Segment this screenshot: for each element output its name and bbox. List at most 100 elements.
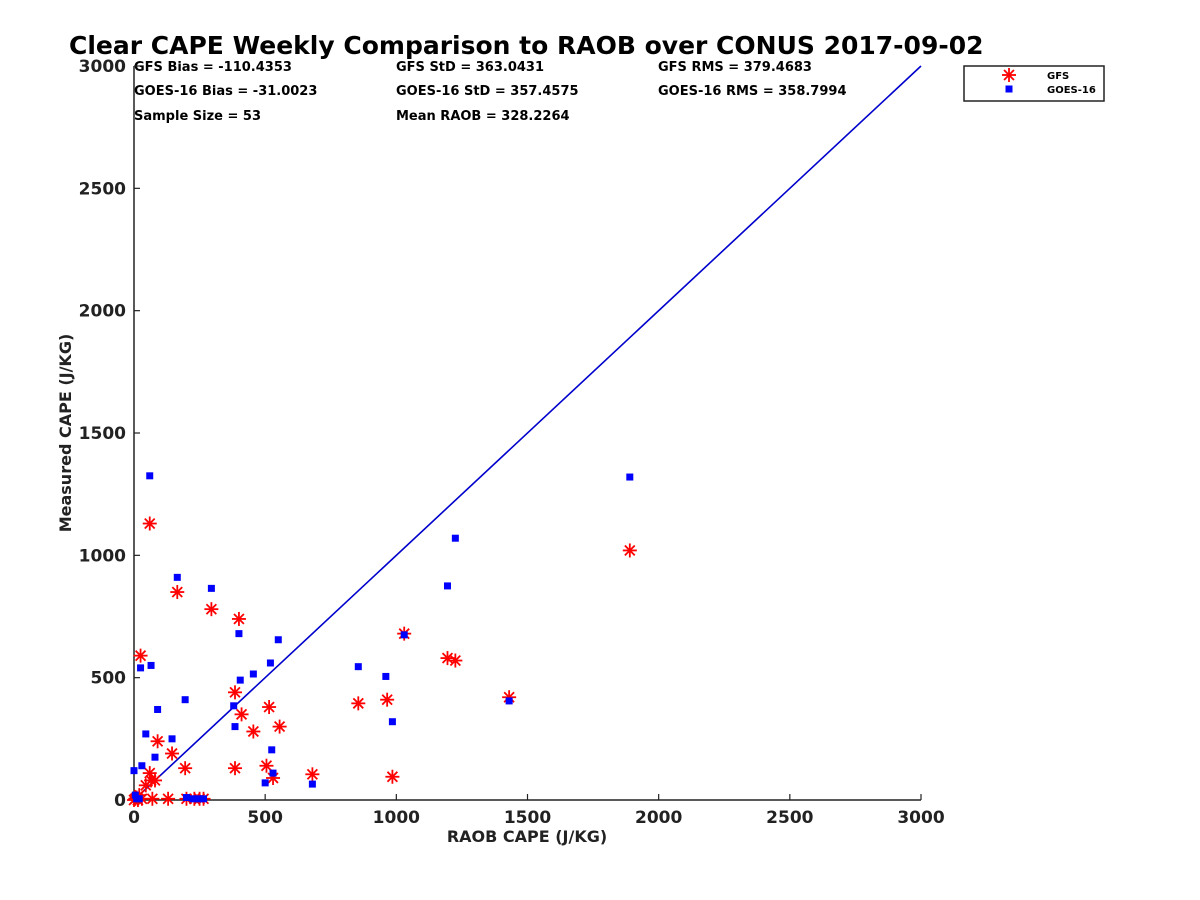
gfs-point xyxy=(246,724,261,739)
gfs-point xyxy=(204,602,219,617)
goes16-series xyxy=(130,472,634,803)
goes16-point xyxy=(138,762,146,770)
goes16-point xyxy=(268,746,276,754)
goes16-point xyxy=(235,630,243,638)
y-tick-label: 500 xyxy=(91,669,127,689)
goes16-point xyxy=(137,664,145,672)
gfs-point xyxy=(262,700,277,715)
x-tick-label: 2000 xyxy=(635,808,682,828)
goes16-point xyxy=(168,735,176,743)
goes16-point xyxy=(173,573,181,581)
gfs-point xyxy=(622,543,637,558)
gfs-point xyxy=(272,719,287,734)
gfs-point xyxy=(165,746,180,761)
goes16-point xyxy=(388,718,396,726)
goes16-point xyxy=(274,636,282,644)
goes16-point xyxy=(443,582,451,590)
gfs-point xyxy=(259,758,274,773)
gfs-point xyxy=(227,761,242,776)
goes16-point xyxy=(269,769,277,777)
goes16-point xyxy=(200,795,208,803)
one-to-one-line xyxy=(133,65,922,801)
y-tick-label: 0 xyxy=(114,791,126,811)
goes16-point xyxy=(135,795,143,803)
gfs-point xyxy=(133,648,148,663)
goes16-point xyxy=(130,767,138,775)
legend-box xyxy=(963,65,1105,102)
goes16-point xyxy=(249,670,257,678)
goes16-point xyxy=(400,631,408,639)
stat-mean-raob: Mean RAOB = 328.2264 xyxy=(396,109,570,124)
goes16-point xyxy=(146,472,154,480)
stat-goes16-std: GOES-16 StD = 357.4575 xyxy=(396,84,579,99)
goes16-point xyxy=(451,534,459,542)
legend-goes16-label: GOES-16 xyxy=(1047,85,1096,96)
y-axis-ticks: 0 500 1000 1500 2000 2500 3000 xyxy=(79,57,140,811)
goes16-point xyxy=(194,795,202,803)
y-tick-label: 1500 xyxy=(79,424,126,444)
gfs-point xyxy=(147,773,162,788)
goes16-point xyxy=(142,730,150,738)
stat-goes16-rms: GOES-16 RMS = 358.7994 xyxy=(658,84,847,99)
stat-gfs-bias: GFS Bias = -110.4353 xyxy=(134,60,292,75)
gfs-point xyxy=(170,585,185,600)
x-tick-label: 0 xyxy=(128,808,140,828)
legend-gfs-asterisk xyxy=(1002,68,1016,82)
y-tick-label: 1000 xyxy=(79,546,126,566)
goes16-point xyxy=(354,663,362,671)
goes16-point xyxy=(266,659,274,667)
x-tick-label: 500 xyxy=(247,808,283,828)
reference-line xyxy=(133,65,922,801)
x-tick-label: 2500 xyxy=(766,808,813,828)
goes16-point xyxy=(181,696,189,704)
gfs-series xyxy=(127,516,637,807)
gfs-point xyxy=(161,791,176,806)
legend: GFS GOES-16 xyxy=(963,65,1105,102)
legend-gfs-marker xyxy=(1002,68,1016,82)
y-axis-label: Measured CAPE (J/KG) xyxy=(56,334,75,533)
goes16-point xyxy=(231,723,239,731)
gfs-point xyxy=(305,767,320,782)
gfs-point xyxy=(227,685,242,700)
gfs-point xyxy=(231,611,246,626)
goes16-point xyxy=(308,780,316,788)
y-tick-label: 2500 xyxy=(79,179,126,199)
x-axis-label: RAOB CAPE (J/KG) xyxy=(447,827,607,846)
stat-sample-size: Sample Size = 53 xyxy=(134,109,261,124)
stat-goes16-bias: GOES-16 Bias = -31.0023 xyxy=(134,84,317,99)
goes16-point xyxy=(147,661,155,669)
x-tick-label: 3000 xyxy=(897,808,944,828)
gfs-point xyxy=(234,707,249,722)
goes16-point xyxy=(236,676,244,684)
gfs-point xyxy=(145,791,160,806)
chart-title: Clear CAPE Weekly Comparison to RAOB ove… xyxy=(69,31,984,60)
goes16-point xyxy=(151,753,159,761)
legend-goes16-marker xyxy=(1005,85,1013,93)
goes16-point xyxy=(230,702,238,710)
gfs-point xyxy=(385,769,400,784)
gfs-point xyxy=(448,653,463,668)
goes16-point xyxy=(207,584,215,592)
gfs-point xyxy=(150,734,165,749)
stat-gfs-rms: GFS RMS = 379.4683 xyxy=(658,60,812,75)
x-axis-ticks: 0 500 1000 1500 2000 2500 3000 xyxy=(128,794,945,828)
goes16-point xyxy=(131,791,139,799)
y-tick-label: 2000 xyxy=(79,302,126,322)
gfs-point xyxy=(178,761,193,776)
goes16-point xyxy=(182,794,190,802)
x-tick-label: 1000 xyxy=(373,808,420,828)
goes16-point xyxy=(626,473,634,481)
x-tick-label: 1500 xyxy=(504,808,551,828)
goes16-point xyxy=(189,795,197,803)
gfs-point xyxy=(380,692,395,707)
gfs-point xyxy=(351,696,366,711)
stat-gfs-std: GFS StD = 363.0431 xyxy=(396,60,544,75)
goes16-point xyxy=(505,697,513,705)
legend-gfs-label: GFS xyxy=(1047,71,1069,82)
goes16-point xyxy=(382,672,390,680)
gfs-point xyxy=(142,516,157,531)
y-tick-label: 3000 xyxy=(79,57,126,77)
goes16-point xyxy=(154,705,162,713)
goes16-point xyxy=(261,779,269,787)
